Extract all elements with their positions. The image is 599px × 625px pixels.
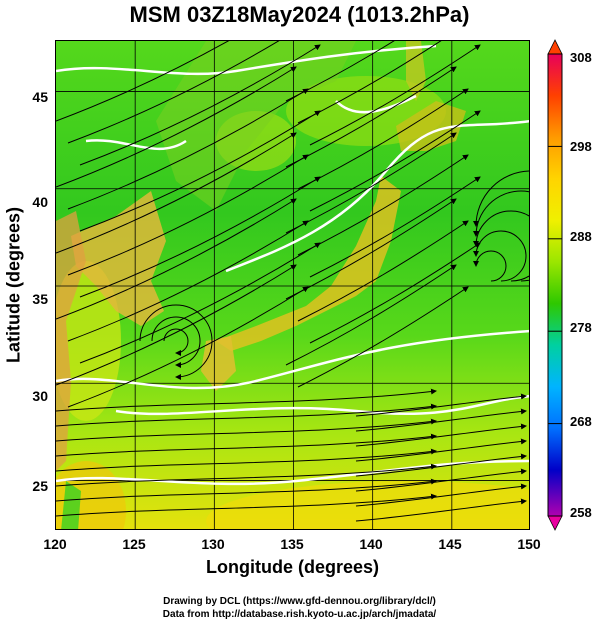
y-tick-45: 45 [32,89,48,105]
x-tick-130: 130 [201,536,225,552]
x-tick-145: 145 [438,536,462,552]
wind-streamline [473,190,529,282]
temperature-wind-map [56,41,529,529]
colorbar-tick-258: 258 [570,505,592,520]
colorbar-min-arrow [547,515,563,531]
y-tick-40: 40 [32,194,48,210]
wind-streamlines [56,41,529,522]
wind-streamline [67,154,309,276]
wind-streamline [297,220,469,322]
wind-streamline [56,403,437,427]
wind-streamline [67,286,309,408]
x-tick-135: 135 [280,536,304,552]
wind-streamline [79,242,321,364]
wind-streamline [355,453,527,477]
wind-streamline [297,286,469,388]
wind-streamline [67,88,309,210]
wind-streamline [309,242,481,344]
colorbar [547,39,563,531]
wind-streamline [309,110,481,212]
wind-streamline [56,493,437,517]
wind-streamline [151,316,201,368]
credit-drawing: Drawing by DCL (https://www.gfd-dennou.o… [163,596,436,607]
wind-streamline [56,41,230,122]
wind-streamline [473,250,507,282]
wind-streamline [56,418,437,442]
x-tick-120: 120 [43,536,67,552]
wind-streamline [56,132,297,254]
wind-streamline [473,170,529,227]
wind-streamline [56,388,437,412]
isotherm-contours [56,44,529,486]
wind-streamline [355,483,527,507]
wind-streamline [56,66,297,188]
colorbar-tick-278: 278 [570,320,592,335]
y-tick-25: 25 [32,478,48,494]
wind-streamline [163,328,189,356]
wind-streamline [56,463,437,487]
wind-streamline [355,468,527,492]
colorbar-gradient [547,53,563,517]
colorbar-tick-298: 298 [570,139,592,154]
kyushu [201,336,236,391]
wind-streamline [309,176,481,278]
sakhalin-coast [406,41,426,101]
manchuria [156,41,356,211]
wind-streamline [355,438,527,462]
wind-streamline [473,210,529,282]
colorbar-tick-308: 308 [570,50,592,65]
wind-streamline [67,41,280,144]
map-plot-area [55,40,530,530]
wind-streamline [355,423,527,447]
y-axis-label: Latitude (degrees) [3,206,24,364]
wind-streamline [355,408,527,432]
wind-streamline [79,176,321,298]
credit-data: Data from http://database.rish.kyoto-u.a… [162,609,437,620]
wind-streamline [56,198,297,320]
wind-streamline [56,478,437,502]
y-tick-35: 35 [32,291,48,307]
wind-streamline [355,498,527,522]
x-tick-125: 125 [122,536,146,552]
x-tick-150: 150 [517,536,541,552]
y-tick-30: 30 [32,388,48,404]
korea-peninsula [71,191,166,326]
colorbar-tick-268: 268 [570,414,592,429]
wind-streamline [285,264,457,366]
x-tick-140: 140 [359,536,383,552]
wind-streamline [79,44,321,166]
china-coast [56,211,86,471]
wind-streamline [355,393,527,417]
wind-streamline [56,264,297,386]
wind-streamline [56,448,437,472]
colorbar-max-arrow [547,39,563,55]
chart-title: MSM 03Z18May2024 (1013.2hPa) [129,2,470,27]
colorbar-tick-288: 288 [570,229,592,244]
wind-streamline [56,433,437,457]
wind-streamline [79,110,321,232]
wind-streamline [309,44,481,146]
wind-streamline [473,230,527,282]
taiwan [61,481,81,529]
lat-lon-grid [56,41,529,529]
wind-streamline [139,304,213,380]
wind-streamline [67,220,309,342]
x-axis-label: Longitude (degrees) [205,557,379,577]
